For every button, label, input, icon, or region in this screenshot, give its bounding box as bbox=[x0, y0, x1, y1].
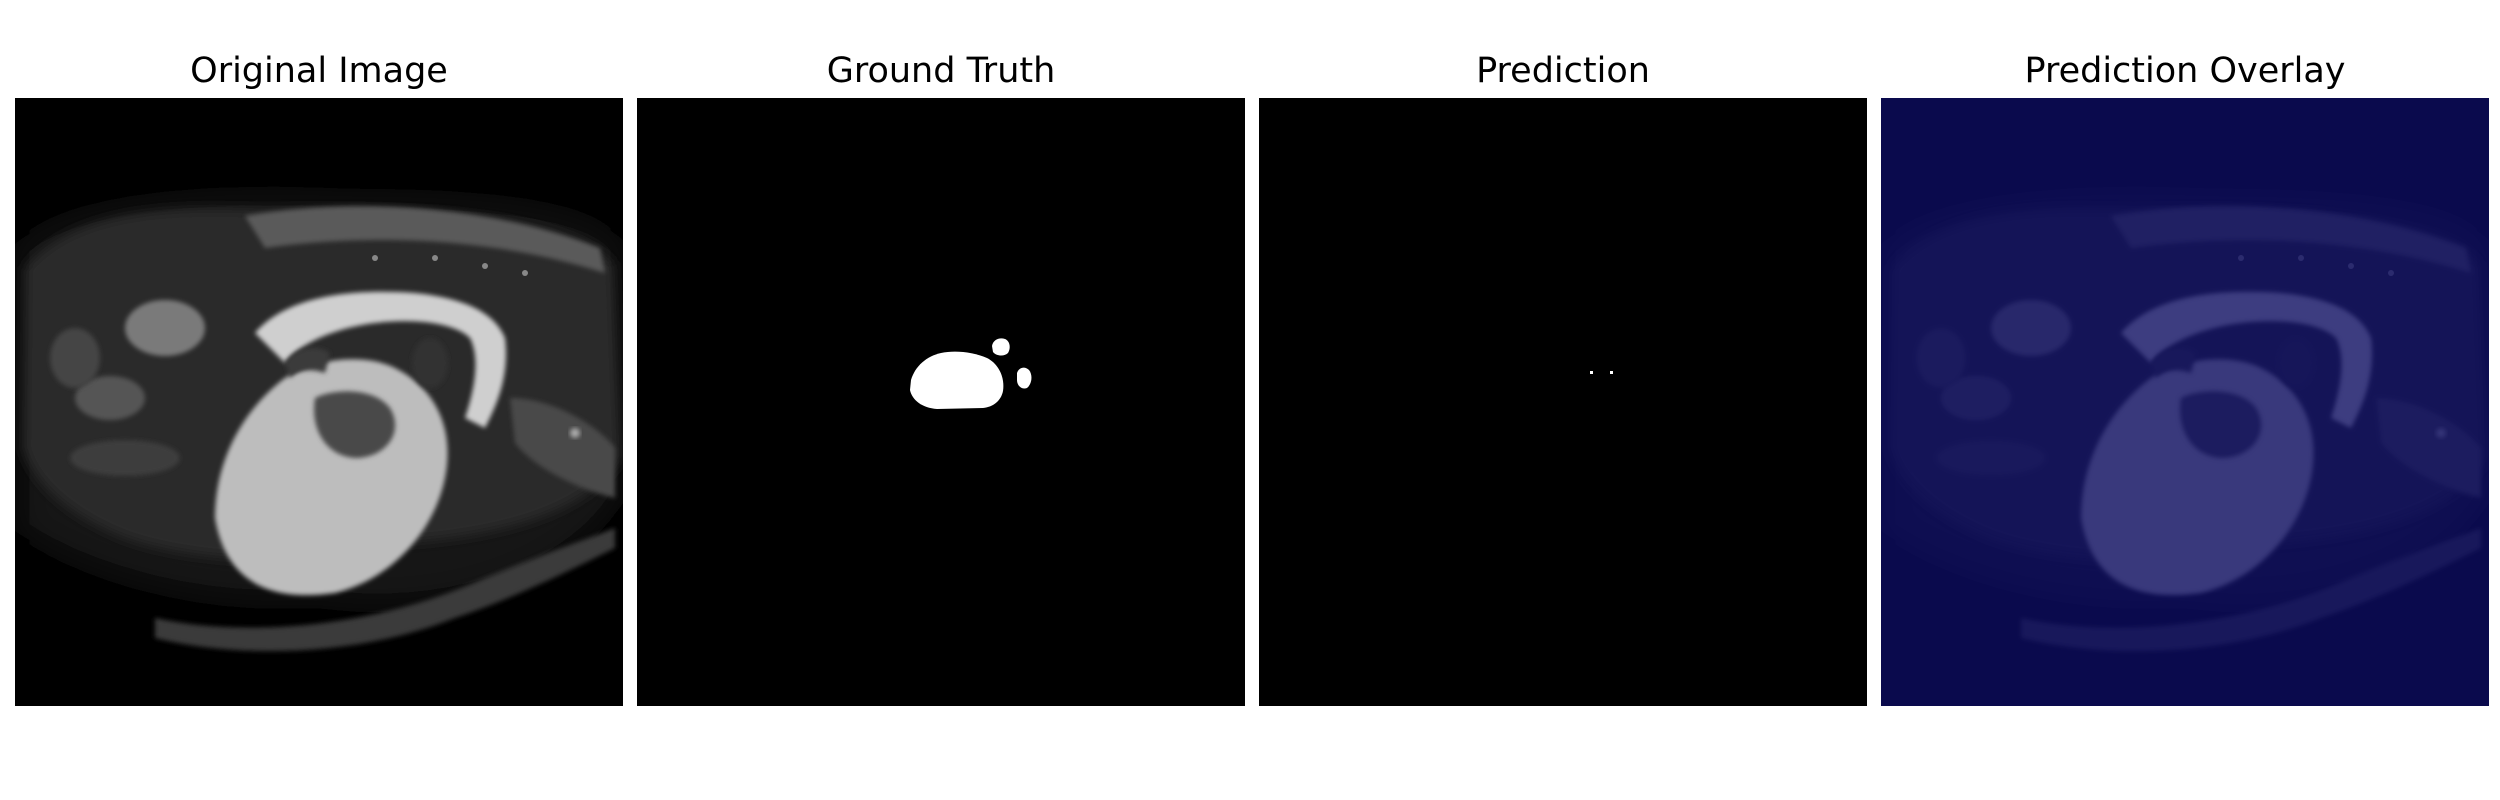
ground-truth-region bbox=[910, 351, 1004, 409]
panel-original-image: Original Image bbox=[15, 0, 623, 800]
ground-truth-region bbox=[1017, 367, 1032, 389]
original-mri-image bbox=[15, 98, 623, 706]
prediction-pixel bbox=[1610, 371, 1613, 374]
prediction-mask bbox=[1259, 98, 1867, 706]
prediction-overlay-image bbox=[1881, 98, 2489, 706]
panel-title: Prediction Overlay bbox=[2024, 51, 2346, 91]
panel-title: Original Image bbox=[190, 51, 448, 91]
ground-truth-region bbox=[992, 338, 1010, 356]
panel-ground-truth: Ground Truth bbox=[637, 0, 1245, 800]
prediction-pixel bbox=[1590, 371, 1593, 374]
panel-title: Ground Truth bbox=[826, 51, 1056, 91]
panel-title: Prediction bbox=[1476, 51, 1650, 91]
panel-prediction-overlay: Prediction Overlay bbox=[1881, 0, 2489, 800]
ground-truth-mask bbox=[637, 98, 1245, 706]
panel-prediction: Prediction bbox=[1259, 0, 1867, 800]
